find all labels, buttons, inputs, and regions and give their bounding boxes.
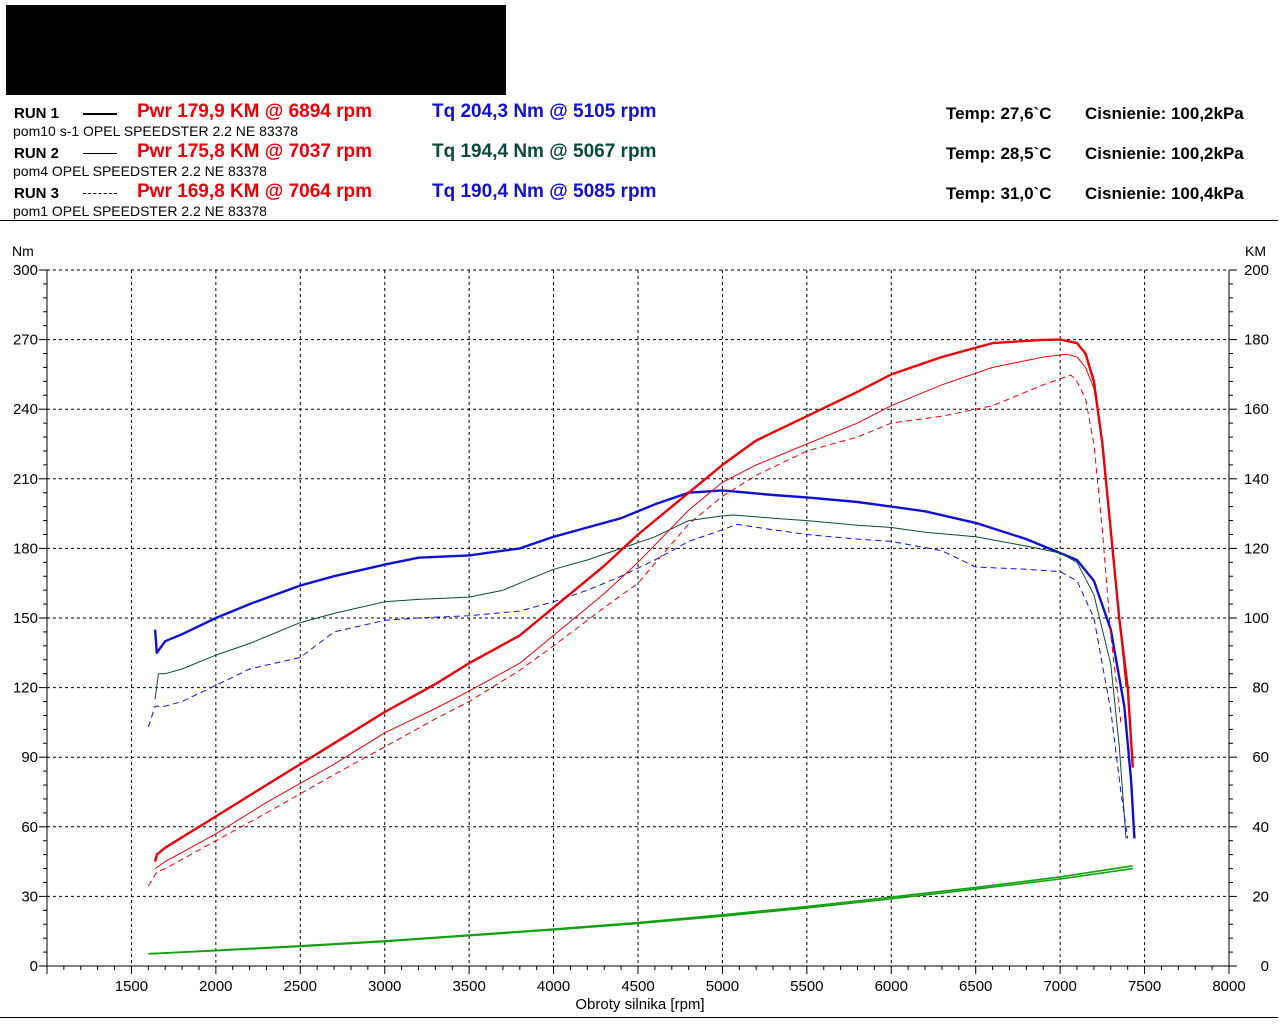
y-axis-right-label: KM	[1245, 243, 1266, 259]
x-tick-label: 3000	[368, 978, 401, 995]
x-axis-label: Obroty silnika [rpm]	[575, 996, 704, 1013]
y-axis-left-label: Nm	[12, 243, 34, 259]
run-1-power-line	[153, 338, 1134, 862]
run-2-description: pom4 OPEL SPEEDSTER 2.2 NE 83378	[13, 163, 267, 179]
run-1-label: RUN 1	[14, 105, 60, 122]
y-left-tick-label: 30	[21, 888, 38, 905]
y-left-tick-label: 0	[30, 958, 38, 975]
y-right-tick-label: 60	[1252, 749, 1269, 766]
y-left-tick-label: 240	[13, 401, 38, 418]
y-right-tick-label: 200	[1244, 262, 1269, 279]
y-right-tick-label: 20	[1252, 888, 1269, 905]
x-tick-label: 1500	[115, 978, 148, 995]
series-group	[147, 338, 1136, 955]
run-3-torque-line	[147, 523, 1129, 839]
run-2-torque: Tq 194,4 Nm @ 5067 rpm	[432, 141, 657, 162]
run-3-temp: Temp: 31,0`C	[946, 184, 1052, 203]
run-1-power: Pwr 179,9 KM @ 6894 rpm	[137, 101, 373, 122]
run-3-description: pom1 OPEL SPEEDSTER 2.2 NE 83378	[13, 203, 267, 219]
axes	[39, 269, 1237, 974]
run-2-torque-line	[154, 514, 1127, 839]
x-tick-label: 3500	[452, 978, 485, 995]
x-tick-label: 2000	[199, 978, 232, 995]
y-right-tick-label: 40	[1252, 819, 1269, 836]
run-1-legend-line	[83, 113, 117, 115]
run-1-torque: Tq 204,3 Nm @ 5105 rpm	[432, 101, 657, 122]
y-left-tick-label: 300	[13, 262, 38, 279]
run-3-summary: RUN 3 Pwr 169,8 KM @ 7064 rpm Tq 190,4 N…	[14, 181, 1274, 205]
run-3-label: RUN 3	[14, 185, 60, 202]
x-tick-label: 4500	[621, 978, 654, 995]
run-3-legend-line	[83, 193, 117, 194]
run-1-torque-line	[153, 489, 1136, 839]
y-left-tick-label: 150	[13, 610, 38, 627]
y-left-tick-label: 120	[13, 680, 38, 697]
y-left-tick-label: 210	[13, 471, 38, 488]
x-tick-label: 5000	[706, 978, 739, 995]
y-right-tick-label: 120	[1244, 540, 1269, 557]
y-right-tick-label: 80	[1252, 680, 1269, 697]
run-3-power: Pwr 169,8 KM @ 7064 rpm	[137, 181, 373, 202]
run-3-power-line	[147, 374, 1122, 887]
x-tick-label: 7500	[1128, 978, 1161, 995]
x-tick-label: 6000	[875, 978, 908, 995]
run-3-torque: Tq 190,4 Nm @ 5085 rpm	[432, 181, 657, 202]
run-2-power: Pwr 175,8 KM @ 7037 rpm	[137, 141, 373, 162]
x-tick-label: 6500	[959, 978, 992, 995]
y-right-tick-label: 180	[1244, 332, 1269, 349]
run-2-loss-line	[148, 867, 1133, 955]
x-tick-label: 2500	[284, 978, 317, 995]
y-left-tick-label: 60	[21, 819, 38, 836]
run-2-power-line	[154, 353, 1127, 870]
run-2-label: RUN 2	[14, 145, 60, 162]
tick-labels: 1500 2000 2500 3000 3500 4000 4500 5000 5500 6000…	[13, 262, 1269, 995]
y-left-tick-label: 90	[21, 749, 38, 766]
run-2-legend-line	[83, 153, 117, 154]
y-right-tick-label: 100	[1244, 610, 1269, 627]
run-2-pressure: Cisnienie: 100,2kPa	[1085, 144, 1244, 163]
x-tick-label: 5500	[790, 978, 823, 995]
grid	[47, 269, 1230, 966]
y-right-tick-label: 0	[1261, 958, 1269, 975]
run-1-description: pom10 s-1 OPEL SPEEDSTER 2.2 NE 83378	[13, 123, 299, 139]
redacted-header-block	[6, 5, 506, 95]
x-tick-label: 4000	[537, 978, 570, 995]
run-1-loss-line	[148, 865, 1133, 955]
dyno-chart-frame	[0, 220, 1278, 1018]
y-left-tick-label: 180	[13, 540, 38, 557]
x-tick-label: 8000	[1212, 978, 1245, 995]
run-1-pressure: Cisnienie: 100,2kPa	[1085, 104, 1244, 123]
run-2-temp: Temp: 28,5`C	[946, 144, 1052, 163]
x-tick-label: 7000	[1043, 978, 1076, 995]
y-left-tick-label: 270	[13, 332, 38, 349]
run-1-summary: RUN 1 Pwr 179,9 KM @ 6894 rpm Tq 204,3 N…	[14, 101, 1274, 125]
y-right-tick-label: 160	[1244, 401, 1269, 418]
run-3-pressure: Cisnienie: 100,4kPa	[1085, 184, 1244, 203]
run-1-temp: Temp: 27,6`C	[946, 104, 1052, 123]
run-2-summary: RUN 2 Pwr 175,8 KM @ 7037 rpm Tq 194,4 N…	[14, 141, 1274, 165]
y-right-tick-label: 140	[1244, 471, 1269, 488]
